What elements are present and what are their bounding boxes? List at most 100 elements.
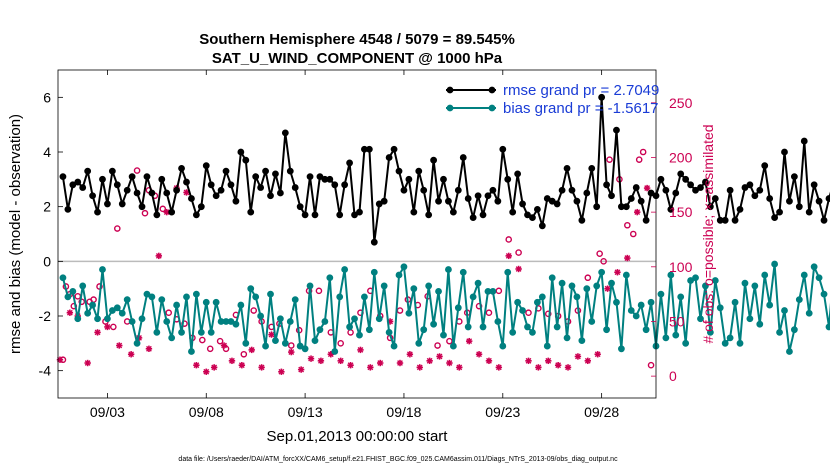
rmse-point [751, 192, 759, 200]
rmse-point [613, 126, 620, 134]
x-tick-label: 09/08 [189, 404, 224, 420]
bias-point [272, 337, 279, 345]
rmse-point [395, 167, 403, 175]
rmse-point [311, 211, 319, 219]
possible-obs-point [639, 148, 647, 156]
bias-point [459, 268, 467, 276]
bias-point [148, 293, 156, 301]
bias-point [533, 298, 541, 306]
assimilated-mark-stroke [525, 357, 532, 364]
rmse-point [108, 167, 116, 175]
y-tick-label: 2 [43, 199, 51, 215]
rmse-point [79, 184, 87, 191]
rmse-point [761, 162, 769, 170]
bias-point [538, 293, 546, 301]
bias-point [622, 271, 630, 279]
bias-point [311, 337, 319, 345]
assimilated-obs-point [406, 351, 414, 358]
rmse-point [183, 178, 190, 186]
possible-obs-point [216, 337, 224, 345]
bias-point [375, 315, 383, 323]
rmse-point [351, 211, 358, 219]
bias-point [632, 312, 640, 320]
assimilated-obs-point [248, 346, 255, 354]
bias-point [94, 315, 101, 323]
rmse-point [776, 208, 783, 216]
assimilated-obs-point [475, 351, 483, 358]
rmse-point [331, 181, 339, 189]
assimilated-mark-stroke [94, 329, 101, 336]
bias-point [781, 307, 788, 314]
assimilated-obs-point [116, 342, 123, 349]
bias-point [286, 318, 294, 325]
assimilated-obs-point [416, 364, 423, 371]
bias-point [400, 263, 408, 271]
bias-point [800, 271, 808, 279]
assimilated-obs-point [426, 357, 433, 365]
bias-point [449, 342, 457, 350]
bias-point [64, 293, 72, 301]
bias-point [420, 326, 428, 334]
bias-point [598, 268, 606, 276]
bias-point [810, 263, 818, 271]
assimilated-obs-point [485, 357, 493, 365]
rmse-point [375, 200, 383, 208]
possible-obs-point [347, 329, 354, 336]
assimilated-mark-stroke [128, 351, 135, 358]
assimilated-mark-stroke [268, 331, 275, 338]
bias-point [365, 326, 373, 334]
bias-point [682, 339, 690, 347]
rmse-point [227, 181, 235, 189]
bias-point [301, 345, 309, 353]
assimilated-obs-point [377, 359, 384, 367]
rmse-point [529, 214, 536, 222]
rmse-point [608, 192, 615, 200]
bias-point [296, 342, 304, 350]
rmse-point [524, 211, 531, 219]
rmse-point [104, 200, 111, 208]
bias-point [563, 334, 571, 342]
assimilated-mark-stroke [66, 309, 73, 316]
rmse-point [741, 184, 749, 191]
rmse-point [74, 178, 82, 186]
assimilated-mark-stroke [357, 346, 364, 353]
rmse-point [365, 145, 373, 153]
assimilated-obs-point [456, 364, 463, 371]
bias-point [706, 329, 714, 336]
bias-point [183, 293, 190, 301]
bias-point [697, 315, 704, 323]
rmse-point [484, 192, 492, 200]
rmse-point [410, 208, 418, 216]
assimilated-obs-point [367, 364, 374, 371]
bias-point [741, 279, 749, 287]
rmse-point [499, 145, 507, 153]
assimilated-mark-stroke [604, 285, 611, 292]
bias-point [820, 290, 828, 298]
assimilated-mark-stroke [416, 364, 423, 371]
possible-obs-point [206, 345, 214, 353]
assimilated-mark-stroke [486, 357, 492, 364]
rmse-point [469, 214, 477, 222]
bias-point [316, 326, 324, 334]
rmse-point [326, 175, 334, 183]
y2-tick-label: 100 [669, 259, 693, 275]
rmse-point [188, 195, 195, 202]
assimilated-obs-point [193, 362, 200, 369]
assimilated-obs-point [465, 337, 473, 345]
rmse-point [336, 211, 344, 219]
assimilated-mark-stroke [288, 349, 295, 355]
bias-point [499, 342, 507, 350]
rmse-point [657, 175, 665, 183]
bias-point [237, 301, 245, 309]
rmse-point [563, 165, 571, 172]
bias-point [726, 334, 734, 342]
bias-point [805, 309, 813, 317]
rmse-point [247, 208, 255, 216]
bias-point [479, 323, 487, 331]
assimilated-obs-point [84, 359, 91, 367]
bias-point [637, 301, 645, 309]
bias-point [351, 315, 358, 323]
rmse-point [99, 175, 106, 183]
bias-point [346, 323, 353, 331]
